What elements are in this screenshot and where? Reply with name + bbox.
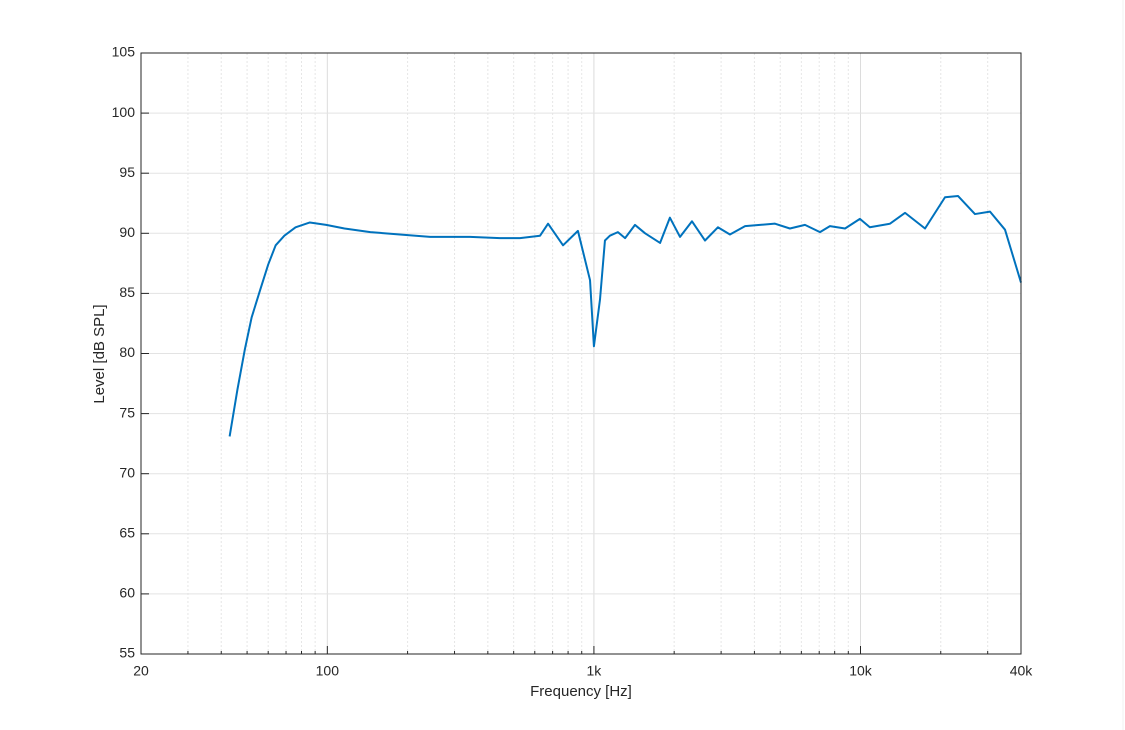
response-line [228,195,1022,437]
y-tick-label: 55 [119,645,135,661]
axes: 20 100 1k 10k 40k 55 60 65 70 75 80 85 90 95 100 105 [112,44,1034,679]
y-axis-label: Level [dB SPL] [91,304,108,403]
y-tick-label: 90 [119,224,135,240]
y-tick-label: 95 [119,164,135,180]
y-tick-label: 70 [119,464,135,480]
y-tick-label: 80 [119,344,135,360]
y-tick-label: 85 [119,284,135,300]
grid [140,52,1022,655]
plot [228,195,1022,437]
y-tick-label: 60 [119,585,135,601]
y-tick-label: 75 [119,404,135,420]
x-axis-label: Frequency [Hz] [530,683,632,700]
y-tick-label: 100 [112,104,136,120]
x-tick-label: 100 [316,663,340,679]
y-tick-label: 105 [112,44,136,60]
x-tick-label: 40k [1010,663,1034,679]
x-tick-label: 20 [133,663,149,679]
x-tick-label: 1k [587,663,603,679]
axes-frame [140,52,1022,655]
x-tick-label: 10k [849,663,873,679]
y-tick-label: 65 [119,525,135,541]
